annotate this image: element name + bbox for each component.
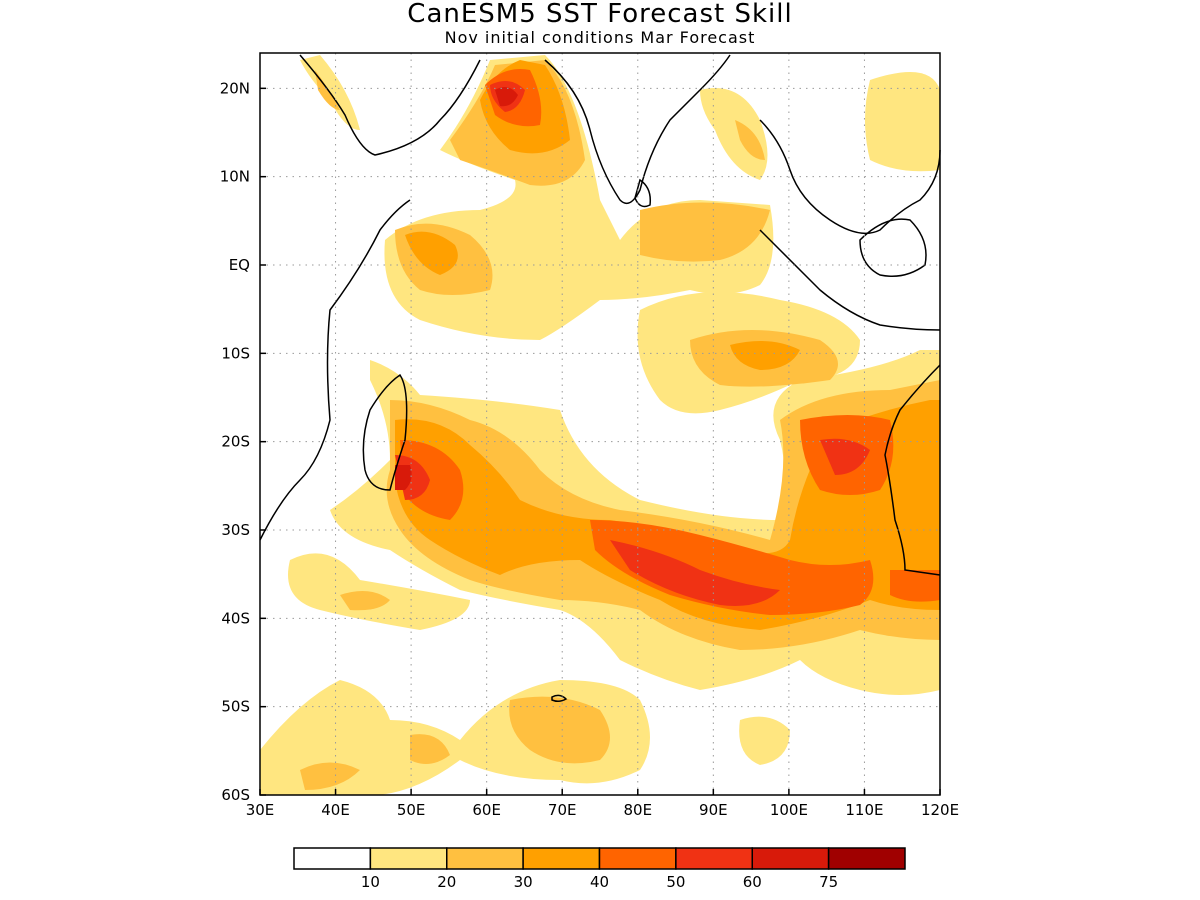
colorbar: 10 20 30 40 50 60 75	[293, 847, 906, 891]
x-tick-label: 30E	[246, 801, 275, 819]
contour-central-south	[730, 341, 800, 370]
y-tick-label: 30S	[221, 521, 250, 539]
coast-kerguelen	[551, 694, 568, 703]
y-tick-label: 10S	[221, 344, 250, 362]
x-tick-label: 50E	[397, 801, 426, 819]
contour-far-south	[509, 696, 610, 764]
colorbar-swatch	[598, 847, 677, 870]
x-axis: 30E 40E 50E 60E 70E 80E 90E 100E 110E 120E	[246, 789, 959, 819]
map-title: CanESM5 SST Forecast Skill	[407, 0, 793, 29]
x-tick-label: 90E	[699, 801, 728, 819]
x-tick-label: 40E	[321, 801, 350, 819]
contour-southwest-patch	[288, 553, 470, 630]
skill-contours	[260, 55, 941, 795]
x-tick-label: 70E	[548, 801, 577, 819]
contour-bay-of-bengal	[735, 120, 765, 160]
y-tick-label: EQ	[229, 256, 250, 274]
contour-far-east	[890, 570, 940, 602]
contour-southwest-patch	[340, 591, 390, 611]
contour-south-west-blob-2	[410, 734, 450, 764]
x-tick-label: 60E	[472, 801, 501, 819]
coast-africa	[259, 199, 411, 541]
coast-southeast-asia	[759, 119, 941, 235]
coast-australia	[884, 364, 941, 576]
x-tick-label: 100E	[770, 801, 808, 819]
colorbar-label: 40	[590, 873, 609, 891]
colorbar-label: 20	[437, 873, 456, 891]
y-tick-label: 10N	[220, 168, 250, 186]
contour-south-east-patch	[739, 716, 790, 765]
coast-indonesia	[759, 229, 941, 331]
y-tick-label: 40S	[221, 609, 250, 627]
coast-borneo	[859, 218, 927, 277]
colorbar-swatch	[675, 847, 753, 870]
colorbar-label: 30	[514, 873, 533, 891]
colorbar-swatch	[827, 847, 906, 870]
colorbar-swatch	[369, 847, 448, 870]
contour-southern-band	[400, 440, 464, 520]
colorbar-swatch	[522, 847, 601, 870]
contour-east-eq	[640, 202, 770, 262]
y-tick-label: 20N	[220, 79, 250, 97]
colorbar-label: 50	[666, 873, 685, 891]
contour-southern-band	[395, 465, 412, 490]
contour-arabian-sea	[495, 86, 518, 107]
coast-india	[544, 54, 731, 205]
x-tick-label: 120E	[921, 801, 959, 819]
y-tick-label: 50S	[221, 698, 250, 716]
coast-sri-lanka	[634, 178, 652, 208]
x-tick-label: 80E	[623, 801, 652, 819]
y-axis: 20N 10N EQ 10S 20S 30S 40S 50S 60S	[220, 79, 266, 804]
map-frame	[259, 52, 941, 796]
contour-south-china-sea	[865, 72, 940, 172]
x-tick-label: 110E	[845, 801, 883, 819]
y-tick-label: 20S	[221, 433, 250, 451]
contour-bay-of-bengal	[700, 88, 768, 180]
coastlines	[259, 54, 941, 703]
colorbar-label: 10	[361, 873, 380, 891]
contour-south-central	[590, 520, 874, 615]
coast-arabia	[299, 54, 481, 156]
gridlines	[260, 53, 940, 795]
colorbar-swatch	[293, 847, 372, 870]
skill-band-60-75	[395, 86, 518, 490]
contour-west-eq	[405, 231, 458, 275]
y-tick-label: 60S	[221, 786, 250, 804]
contour-south-west-blob	[300, 762, 360, 790]
colorbar-swatch	[446, 847, 524, 870]
contour-east-south	[820, 438, 870, 475]
colorbar-swatch	[751, 847, 830, 870]
coast-madagascar	[362, 373, 408, 491]
colorbar-label: 75	[819, 873, 838, 891]
map-subtitle: Nov initial conditions Mar Forecast	[444, 28, 756, 47]
contour-south-central	[610, 540, 780, 606]
colorbar-label: 60	[743, 873, 762, 891]
